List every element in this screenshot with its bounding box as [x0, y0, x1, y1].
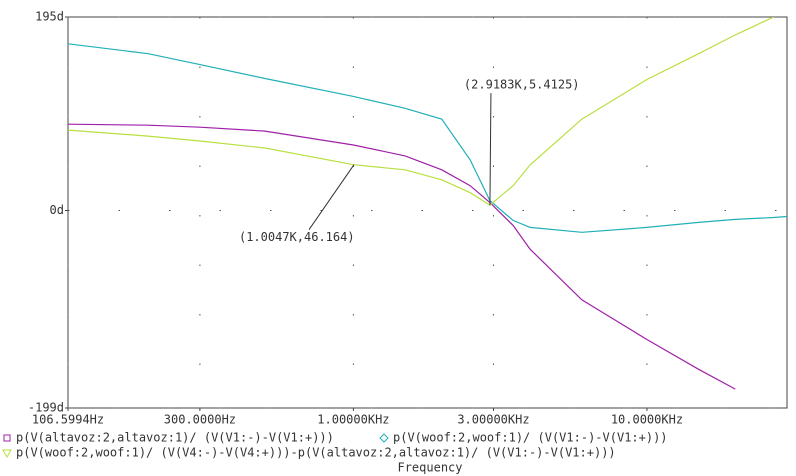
legend-symbol — [379, 433, 389, 443]
annotation-leader — [489, 93, 492, 206]
series-line — [68, 123, 736, 390]
x-tick-label: 1.00000KHz — [317, 413, 389, 427]
x-tick-label: 106.5994Hz — [32, 413, 104, 427]
y-tick-label: 195d — [35, 10, 64, 24]
legend-symbol — [2, 449, 12, 459]
x-axis-label: Frequency — [397, 461, 462, 475]
plot-area — [68, 17, 787, 390]
annotation: (2.9183K,5.4125) — [464, 78, 580, 92]
legend-label: p(V(woof:2,woof:1)/ (V(V4:-)-V(V4:+)))-p… — [16, 446, 616, 460]
x-tick-label: 3.00000KHz — [457, 413, 529, 427]
x-tick-label: 300.0000Hz — [164, 413, 236, 427]
legend-label: p(V(woof:2,woof:1)/ (V(V1:-)-V(V1:+))) — [393, 431, 668, 445]
annotation: (1.0047K,46.164) — [239, 230, 355, 244]
legend-symbol — [3, 434, 11, 442]
y-tick-label: 0d — [50, 203, 64, 217]
series-line — [68, 17, 774, 206]
plot-frame — [67, 16, 788, 409]
series-line — [68, 43, 787, 233]
annotation-leader — [308, 164, 355, 230]
x-tick-label: 10.0000KHz — [611, 413, 683, 427]
legend-label: p(V(altavoz:2,altavoz:1)/ (V(V1:-)-V(V1:… — [16, 431, 334, 445]
y-tick-label: -199d — [28, 401, 64, 415]
